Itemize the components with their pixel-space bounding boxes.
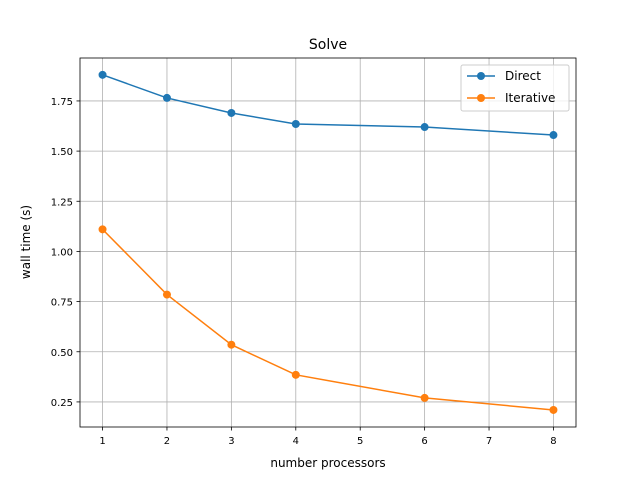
data-point-direct (227, 108, 236, 117)
data-point-direct (162, 93, 171, 102)
chart-title: Solve (309, 37, 347, 53)
y-tick-label: 0.75 (51, 298, 73, 309)
series-line-iterative (102, 228, 554, 411)
x-tick-label: 5 (357, 436, 363, 447)
x-tick-label: 8 (550, 436, 556, 447)
x-tick-label: 6 (421, 436, 427, 447)
data-point-iterative (162, 290, 171, 299)
data-point-iterative (549, 405, 558, 414)
y-tick-label: 0.25 (51, 398, 73, 409)
y-tick-label: 1.00 (51, 247, 73, 258)
legend-marker-direct (477, 72, 485, 80)
series-line-direct (102, 74, 554, 136)
data-point-iterative (420, 393, 429, 402)
legend-label-direct: Direct (505, 69, 541, 83)
data-point-iterative (291, 370, 300, 379)
x-tick-label: 3 (228, 436, 234, 447)
data-point-direct (549, 131, 558, 140)
data-point-direct (420, 123, 429, 132)
x-tick-label: 1 (99, 436, 105, 447)
data-point-direct (98, 70, 107, 79)
data-point-iterative (227, 340, 236, 349)
legend-label-iterative: Iterative (505, 91, 555, 105)
data-point-direct (291, 120, 300, 129)
y-tick-label: 1.25 (51, 197, 73, 208)
y-tick-label: 1.75 (51, 97, 73, 108)
x-tick-label: 4 (293, 436, 299, 447)
data-point-iterative (98, 225, 107, 234)
legend: Direct Iterative (460, 64, 570, 112)
y-tick-label: 0.50 (51, 348, 73, 359)
x-tick-label: 7 (486, 436, 492, 447)
y-tick-label: 1.50 (51, 147, 73, 158)
x-tick-label: 2 (164, 436, 170, 447)
legend-marker-iterative (477, 94, 485, 102)
plot-frame (79, 57, 577, 428)
y-axis-label: wall time (s) (19, 205, 33, 279)
x-axis-label: number processors (270, 456, 385, 470)
